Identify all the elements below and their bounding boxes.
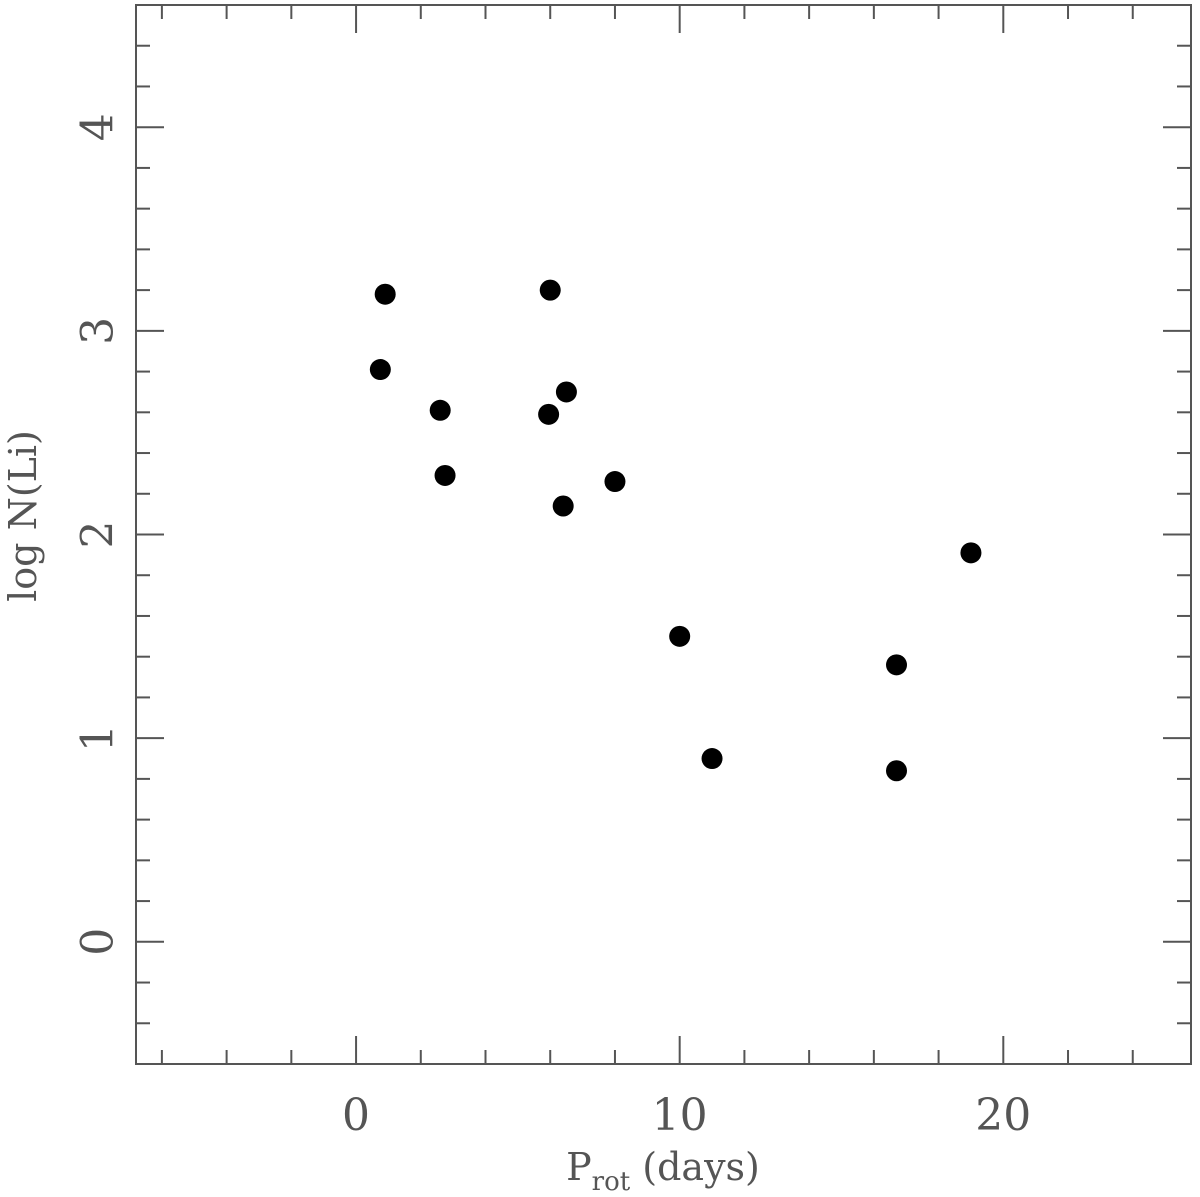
data-point (604, 471, 626, 493)
plot-frame (135, 4, 1192, 1065)
data-point (374, 283, 396, 305)
x-axis-title-suffix: (days) (630, 1145, 760, 1189)
x-tick-label: 0 (342, 1090, 370, 1141)
data-point (429, 399, 451, 421)
data-point (552, 495, 574, 517)
data-point (555, 381, 577, 403)
data-point (538, 403, 560, 425)
data-point (434, 464, 456, 486)
data-points (369, 279, 982, 782)
x-tick-labels: 0 10 20 (342, 1090, 1031, 1141)
x-tick-label: 10 (652, 1090, 708, 1141)
y-axis-title: log N(Li) (1, 430, 45, 602)
data-point (886, 654, 908, 676)
x-axis-title-main: P (566, 1145, 592, 1189)
axis-ticks (136, 4, 1191, 1064)
data-point (369, 359, 391, 381)
data-point (669, 625, 691, 647)
y-tick-label: 1 (72, 724, 123, 752)
x-axis-title: Prot (days) (566, 1145, 760, 1197)
data-point (886, 760, 908, 782)
y-tick-label: 0 (72, 928, 123, 956)
x-tick-label: 20 (975, 1090, 1031, 1141)
y-tick-label: 4 (72, 113, 123, 141)
data-point (960, 542, 982, 564)
x-axis-title-subscript: rot (592, 1167, 631, 1197)
y-tick-labels: 0 1 2 3 4 (72, 113, 123, 956)
data-point (539, 279, 561, 301)
data-point (701, 748, 723, 770)
y-tick-label: 3 (72, 317, 123, 345)
y-tick-label: 2 (72, 521, 123, 549)
